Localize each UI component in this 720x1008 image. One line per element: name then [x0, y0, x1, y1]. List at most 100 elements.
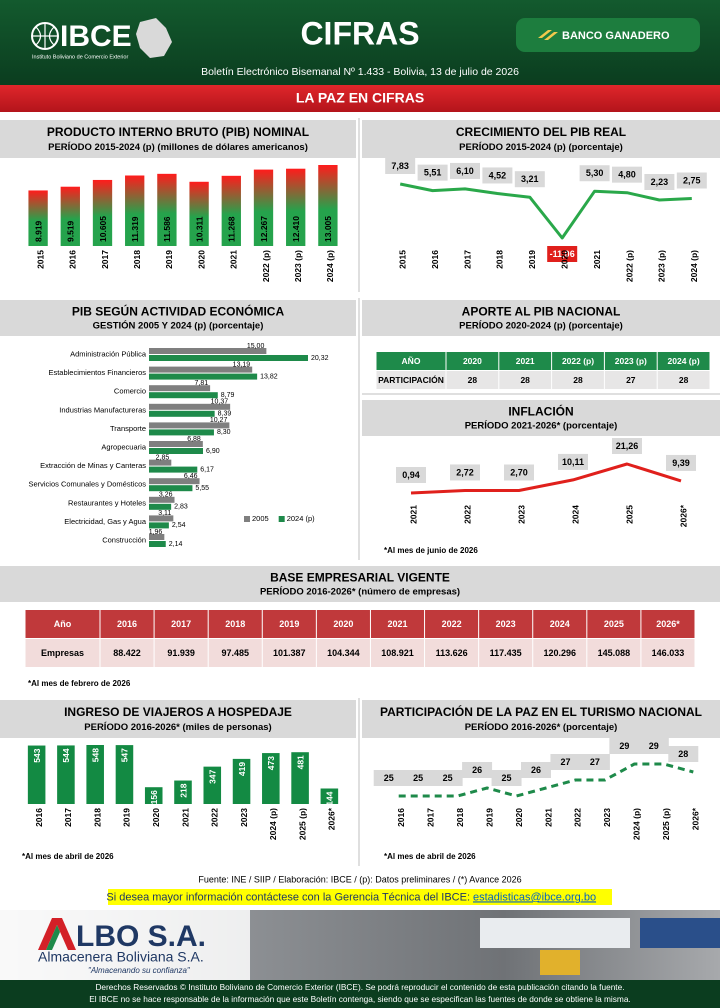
contact-email[interactable]: estadisticas@ibce.org.bo	[473, 891, 596, 903]
x-tick-label: 2018	[495, 250, 505, 269]
data-label-box	[482, 167, 513, 184]
table-header-text: 2022 (p)	[562, 356, 594, 366]
table-cell-text: 97.485	[221, 648, 249, 658]
x-tick-label: 2023	[516, 505, 526, 524]
x-tick-label: 2023 (p)	[657, 250, 667, 282]
x-tick-label: 2024 (p)	[268, 808, 278, 840]
data-label-box	[504, 464, 534, 481]
data-label: 11.268	[227, 216, 237, 242]
table-cell	[552, 371, 604, 389]
bar	[149, 403, 231, 410]
ad-photo-sign	[480, 918, 630, 948]
bar	[174, 780, 192, 804]
data-label: 10,27	[210, 417, 228, 424]
table-cell	[100, 639, 154, 667]
data-label: 4,52	[489, 170, 507, 180]
data-label: 548	[90, 748, 100, 762]
data-label-box	[462, 762, 493, 778]
bar	[60, 186, 80, 246]
banner-title: LA PAZ EN CIFRAS	[296, 90, 424, 106]
x-tick-label: 2016	[430, 250, 440, 269]
y-tick-label: Industrias Manufactureras	[59, 405, 146, 414]
data-label-box	[579, 754, 610, 770]
panel-subtitle: PERÍODO 2015-2024 (p) (porcentaje)	[459, 142, 623, 153]
bar	[262, 753, 280, 804]
table-cell-text: 88.422	[113, 648, 141, 658]
x-tick-label: 2023 (p)	[293, 250, 303, 282]
banner-background	[0, 85, 720, 112]
x-tick-label: 2026*	[678, 504, 688, 527]
panel-header	[0, 300, 356, 336]
sponsor-name: BANCO GANADERO	[562, 30, 670, 42]
data-label: 2,83	[174, 504, 188, 511]
page-subtitle: Boletín Electrónico Bisemanal Nº 1.433 -…	[201, 66, 519, 78]
x-tick-label: 2016	[68, 250, 78, 269]
bar	[125, 175, 145, 246]
table-cell	[154, 639, 208, 667]
table-cell-text: 27	[626, 375, 636, 385]
data-label: 15,00	[247, 343, 265, 350]
data-label-box	[612, 166, 642, 183]
bar	[253, 169, 274, 246]
data-label: 29	[649, 741, 659, 751]
data-label: 547	[120, 748, 130, 762]
bar	[149, 410, 215, 417]
table-header-text: 2019	[279, 619, 299, 629]
table-header-cell	[552, 352, 604, 370]
table-cell-text: PARTICIPACIÓN	[378, 374, 444, 385]
bar	[157, 173, 177, 246]
data-label: 27	[560, 757, 570, 767]
x-tick-label: 2019	[164, 250, 174, 269]
x-tick-label: 2017	[462, 250, 472, 269]
data-label-box	[676, 172, 707, 189]
contact-bar	[108, 889, 612, 905]
bar	[149, 478, 200, 485]
data-label: 1,96	[149, 529, 163, 536]
panel-note: *Al mes de junio de 2026	[384, 546, 478, 555]
panel-title: BASE EMPRESARIAL VIGENTE	[270, 570, 450, 584]
data-label: 7,81	[194, 380, 208, 387]
bar	[149, 385, 211, 392]
data-label: 347	[208, 769, 218, 783]
footer-disclaimer: El IBCE no se hace responsable de la inf…	[89, 994, 631, 1004]
panel-header	[362, 120, 720, 158]
table-cell-text: 91.939	[167, 648, 195, 658]
data-label-box	[579, 165, 610, 182]
table-cell	[446, 371, 499, 389]
data-label: 28	[678, 749, 688, 759]
data-label-box	[491, 770, 522, 786]
data-label: 5,30	[586, 168, 604, 178]
data-label: 21,26	[616, 441, 639, 451]
table-header-cell	[533, 610, 587, 638]
x-tick-label: 2021	[180, 808, 190, 827]
data-label: 2,14	[169, 541, 183, 548]
line	[410, 462, 682, 495]
x-tick-label: 2020	[559, 250, 569, 269]
table-cell	[25, 639, 100, 667]
bar	[86, 745, 104, 804]
bar	[318, 165, 338, 246]
table-header-text: 2024 (p)	[668, 356, 700, 366]
panel-title: CRECIMIENTO DEL PIB REAL	[456, 125, 626, 139]
table-header-cell	[657, 352, 710, 370]
table-header-cell	[154, 610, 208, 638]
bar	[149, 355, 308, 361]
table-header-text: 2024	[550, 619, 570, 629]
data-label-box	[558, 453, 588, 470]
table-cell	[499, 371, 552, 389]
table-cell-text: 146.033	[652, 648, 685, 658]
x-tick-label: 2022 (p)	[261, 250, 271, 282]
bar	[320, 788, 339, 804]
panel-title: PRODUCTO INTERNO BRUTO (PIB) NOMINAL	[47, 125, 309, 139]
table-cell	[370, 639, 425, 667]
table-header-text: 2026*	[656, 619, 680, 629]
table-header-text: 2023 (p)	[615, 356, 647, 366]
data-label: 6,88	[187, 436, 201, 443]
data-label: 2,72	[456, 467, 474, 477]
data-label-box	[450, 464, 480, 481]
data-label: 25	[502, 773, 512, 783]
data-label: 7,83	[391, 161, 409, 171]
y-tick-label: Comercio	[114, 387, 146, 396]
data-label: 2,75	[683, 175, 701, 185]
x-tick-label: 2026*	[691, 807, 701, 830]
